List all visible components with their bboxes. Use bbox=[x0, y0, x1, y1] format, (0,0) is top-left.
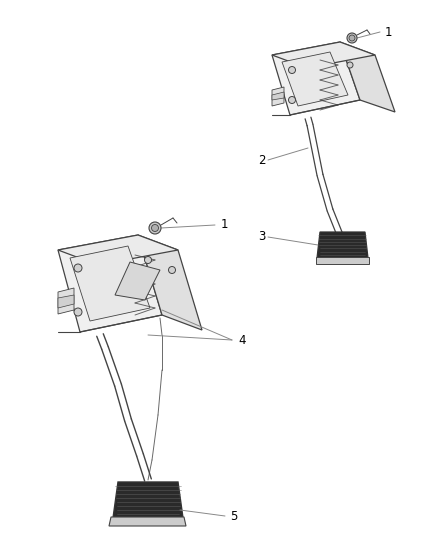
Text: 5: 5 bbox=[230, 510, 238, 522]
Polygon shape bbox=[282, 52, 348, 106]
Text: 1: 1 bbox=[384, 26, 392, 38]
Text: 3: 3 bbox=[258, 230, 266, 244]
Text: 2: 2 bbox=[258, 154, 266, 166]
Polygon shape bbox=[340, 42, 395, 112]
Circle shape bbox=[349, 35, 355, 41]
Text: 1: 1 bbox=[220, 219, 228, 231]
Polygon shape bbox=[58, 295, 74, 308]
Polygon shape bbox=[272, 87, 284, 106]
Polygon shape bbox=[115, 262, 160, 300]
Polygon shape bbox=[272, 42, 375, 68]
Polygon shape bbox=[58, 235, 178, 265]
Polygon shape bbox=[272, 92, 284, 100]
Circle shape bbox=[145, 256, 152, 263]
Polygon shape bbox=[58, 235, 162, 332]
Polygon shape bbox=[316, 257, 369, 264]
Circle shape bbox=[347, 62, 353, 68]
Polygon shape bbox=[113, 482, 183, 518]
Polygon shape bbox=[58, 288, 74, 314]
Polygon shape bbox=[317, 232, 368, 258]
Circle shape bbox=[289, 96, 296, 103]
Text: 4: 4 bbox=[238, 334, 246, 346]
Circle shape bbox=[74, 264, 82, 272]
Polygon shape bbox=[109, 517, 186, 526]
Circle shape bbox=[169, 266, 176, 273]
Circle shape bbox=[149, 222, 161, 234]
Circle shape bbox=[289, 67, 296, 74]
Circle shape bbox=[347, 33, 357, 43]
Polygon shape bbox=[70, 246, 150, 321]
Circle shape bbox=[152, 224, 159, 231]
Circle shape bbox=[74, 308, 82, 316]
Polygon shape bbox=[272, 42, 360, 115]
Polygon shape bbox=[138, 235, 202, 330]
